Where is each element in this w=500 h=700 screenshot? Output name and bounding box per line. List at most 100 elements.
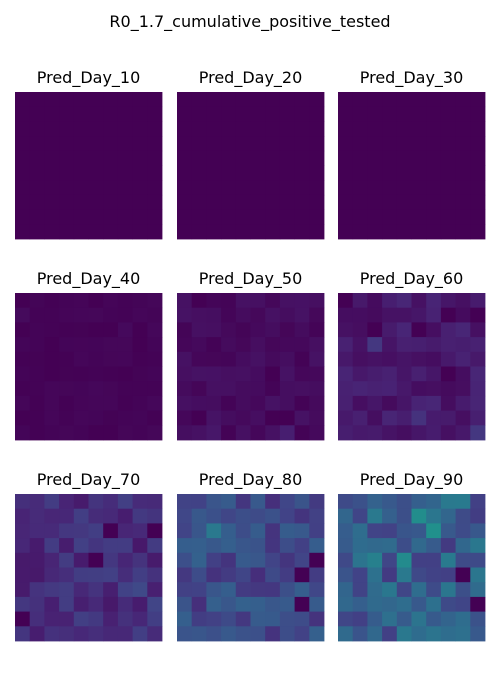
heatmap-cell	[221, 626, 237, 642]
heatmap-cell	[117, 293, 133, 309]
heatmap-cell	[455, 136, 471, 152]
heatmap-cell	[221, 552, 237, 568]
heatmap-cell	[396, 150, 412, 166]
heatmap-cell	[470, 106, 486, 122]
heatmap-cell	[411, 165, 427, 181]
heatmap-cell	[103, 337, 119, 353]
heatmap-cell	[117, 494, 133, 510]
heatmap-cell	[426, 92, 442, 108]
heatmap-cell	[440, 366, 456, 382]
heatmap-cell	[15, 395, 31, 411]
heatmap-cell	[206, 180, 222, 196]
heatmap-cell	[411, 209, 427, 225]
heatmap-cell	[117, 136, 133, 152]
heatmap-cell	[250, 538, 266, 554]
heatmap-cell	[44, 224, 60, 240]
heatmap-cell	[88, 494, 104, 510]
heatmap-cell	[367, 194, 383, 210]
heatmap-cell	[440, 150, 456, 166]
heatmap-cell	[29, 224, 45, 240]
heatmap-cell	[352, 508, 368, 524]
heatmap-cell	[59, 92, 75, 108]
heatmap-cell	[177, 106, 193, 122]
heatmap-cell	[265, 366, 281, 382]
heatmap-cell	[117, 224, 133, 240]
heatmap-cell	[352, 194, 368, 210]
heatmap-cell	[338, 494, 354, 510]
heatmap-cell	[396, 180, 412, 196]
heatmap-cell	[352, 180, 368, 196]
heatmap-cell	[59, 194, 75, 210]
heatmap-cell	[88, 381, 104, 397]
heatmap-cell	[59, 552, 75, 568]
heatmap-cell	[206, 136, 222, 152]
heatmap-cell	[88, 194, 104, 210]
heatmap-cell	[103, 538, 119, 554]
heatmap-cell	[265, 425, 281, 441]
heatmap-cell	[294, 194, 310, 210]
heatmap-cell	[309, 150, 325, 166]
heatmap-cell	[29, 567, 45, 583]
heatmap-cell	[44, 381, 60, 397]
heatmap-cell	[367, 136, 383, 152]
heatmap-cell	[132, 307, 148, 323]
heatmap-cell	[440, 180, 456, 196]
heatmap-cell	[455, 366, 471, 382]
heatmap-cell	[191, 307, 207, 323]
heatmap-cell	[455, 307, 471, 323]
heatmap-cell	[191, 596, 207, 612]
heatmap-cell	[294, 136, 310, 152]
heatmap-cell	[59, 508, 75, 524]
heatmap-cell	[294, 322, 310, 338]
heatmap-cell	[147, 337, 163, 353]
heatmap-cell	[279, 381, 295, 397]
heatmap-cell	[265, 165, 281, 181]
heatmap-cell	[59, 150, 75, 166]
heatmap-cell	[352, 136, 368, 152]
heatmap-cell	[309, 209, 325, 225]
heatmap-cell	[309, 381, 325, 397]
heatmap-cell	[191, 293, 207, 309]
heatmap-cell	[250, 552, 266, 568]
heatmap-cell	[426, 337, 442, 353]
heatmap-cell	[177, 293, 193, 309]
heatmap-cell	[455, 410, 471, 426]
heatmap-cell	[411, 180, 427, 196]
heatmap-cell	[191, 626, 207, 642]
heatmap-cell	[440, 322, 456, 338]
heatmap-cell	[206, 425, 222, 441]
heatmap-cell	[265, 293, 281, 309]
heatmap-cell	[470, 136, 486, 152]
heatmap-cell	[191, 106, 207, 122]
heatmap-cell	[352, 106, 368, 122]
heatmap-cell	[279, 165, 295, 181]
heatmap-cell	[470, 224, 486, 240]
heatmap-cell	[382, 567, 398, 583]
heatmap-cell	[455, 209, 471, 225]
heatmap-cell	[309, 410, 325, 426]
heatmap-cell	[88, 150, 104, 166]
heatmap-cell	[455, 150, 471, 166]
heatmap-cell	[103, 523, 119, 539]
heatmap-cell	[250, 293, 266, 309]
heatmap-cell	[88, 165, 104, 181]
heatmap-cell	[455, 194, 471, 210]
heatmap-cell	[455, 180, 471, 196]
heatmap-cell	[147, 224, 163, 240]
heatmap-cell	[455, 381, 471, 397]
heatmap-cell	[265, 567, 281, 583]
heatmap-cell	[235, 337, 251, 353]
heatmap-cell	[411, 395, 427, 411]
heatmap-cell	[294, 410, 310, 426]
heatmap-cell	[206, 121, 222, 137]
heatmap-cell	[411, 596, 427, 612]
heatmap-cell	[117, 523, 133, 539]
heatmap-cell	[265, 307, 281, 323]
heatmap-cell	[396, 92, 412, 108]
heatmap-cell	[279, 307, 295, 323]
heatmap-cell	[132, 567, 148, 583]
heatmap-cell	[221, 136, 237, 152]
heatmap-cell	[411, 523, 427, 539]
heatmap-cell	[73, 194, 89, 210]
heatmap-cell	[352, 410, 368, 426]
